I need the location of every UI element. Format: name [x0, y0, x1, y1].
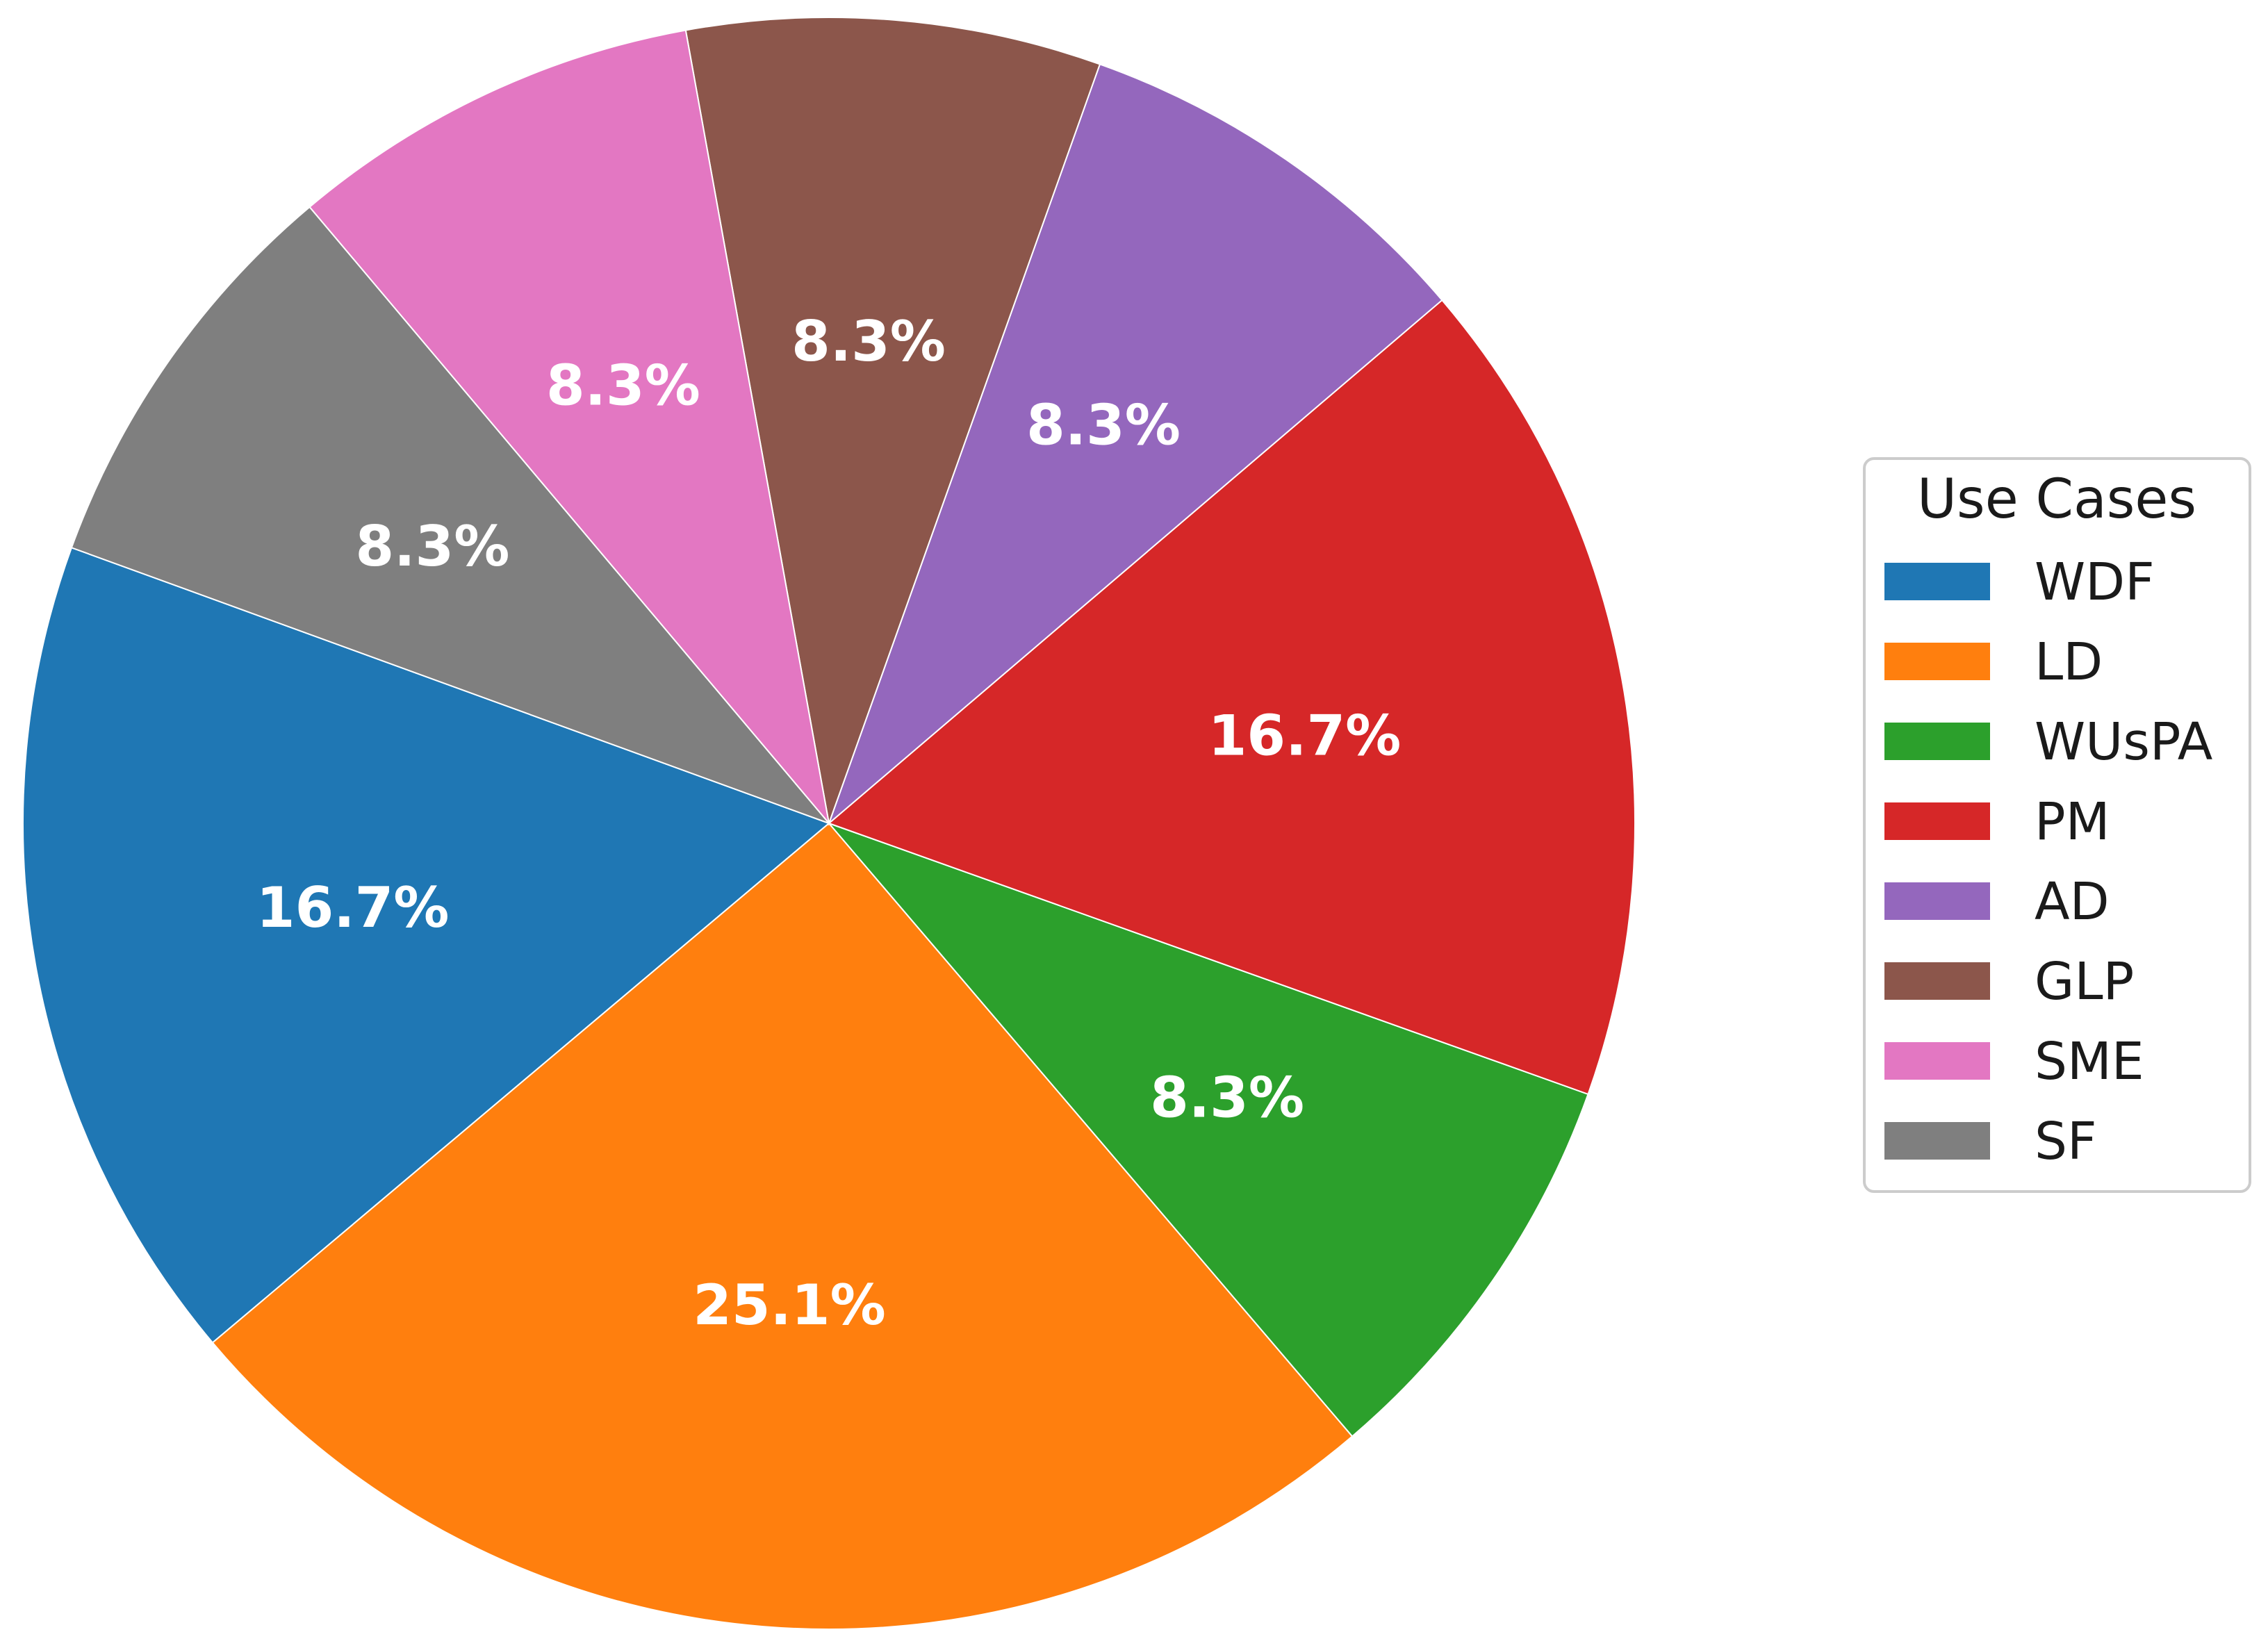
slice-label-ad: 8.3%: [1026, 393, 1181, 457]
legend-swatch-pm: [1884, 802, 1990, 840]
slice-label-pm: 16.7%: [1208, 704, 1402, 768]
legend: Use Cases WDF LD WUsPA PM AD GLP SME SF: [1863, 457, 2251, 1193]
legend-label-sme: SME: [2035, 1032, 2144, 1091]
slice-label-ld: 25.1%: [693, 1273, 886, 1337]
slice-label-sme: 8.3%: [546, 354, 700, 418]
pie-slice-wdf: [22, 546, 830, 1344]
pie-slice-wuspa: [826, 821, 1589, 1437]
legend-label-ad: AD: [2035, 872, 2110, 932]
slice-label-glp: 8.3%: [791, 309, 946, 374]
legend-label-sf: SF: [2035, 1112, 2097, 1171]
legend-label-wuspa: WUsPA: [2035, 712, 2213, 772]
legend-label-wdf: WDF: [2035, 552, 2155, 612]
legend-swatch-sme: [1884, 1042, 1990, 1080]
legend-title: Use Cases: [1917, 468, 2196, 531]
legend-label-ld: LD: [2035, 632, 2103, 692]
legend-swatch-wdf: [1884, 563, 1990, 600]
pie-slice-sme: [309, 29, 830, 826]
legend-swatch-sf: [1884, 1122, 1990, 1160]
pie-slice-sf: [70, 206, 832, 825]
legend-frame: [1863, 457, 2251, 1193]
slice-labels: 16.7% 25.1% 8.3% 16.7% 8.3% 8.3% 8.3% 8.3%: [256, 309, 1401, 1337]
slice-label-sf: 8.3%: [356, 514, 510, 579]
legend-swatch-ad: [1884, 882, 1990, 920]
legend-label-pm: PM: [2035, 792, 2110, 852]
slice-label-wdf: 16.7%: [256, 875, 450, 940]
pie-slice-glp: [684, 17, 1101, 826]
slice-label-wuspa: 8.3%: [1150, 1066, 1304, 1130]
legend-swatch-ld: [1884, 643, 1990, 680]
legend-items: WDF LD WUsPA PM AD GLP SME SF: [1884, 552, 2213, 1171]
legend-swatch-wuspa: [1884, 723, 1990, 760]
pie-slices: [22, 17, 1636, 1630]
pie-slice-pm: [828, 299, 1636, 1096]
pie-slice-ld: [211, 822, 1354, 1630]
legend-label-glp: GLP: [2035, 952, 2134, 1012]
pie-slice-ad: [827, 63, 1443, 826]
legend-swatch-glp: [1884, 962, 1990, 1000]
